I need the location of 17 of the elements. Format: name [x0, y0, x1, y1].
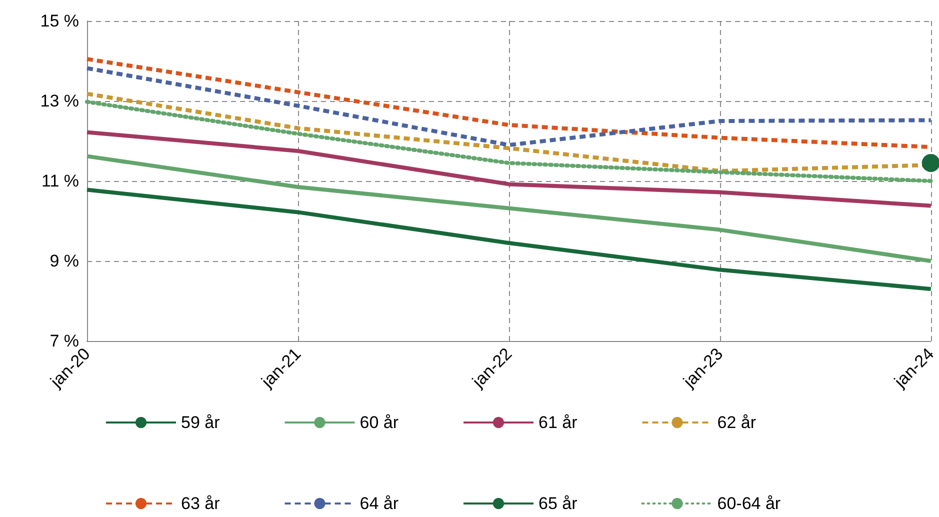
legend-label: 59 år	[181, 413, 220, 432]
line-series	[85, 130, 933, 208]
y-tick-label: 7 %	[50, 332, 79, 350]
line-series	[85, 188, 933, 291]
y-tick-label: 15 %	[40, 12, 79, 30]
line-series	[85, 154, 933, 263]
legend-label: 65 år	[538, 494, 578, 513]
legend-label: 60-64 år	[717, 494, 781, 513]
y-tick-label: 11 %	[42, 172, 79, 190]
line-series	[85, 100, 933, 183]
legend-label: 62 år	[717, 413, 756, 432]
legend-label: 63 år	[181, 494, 220, 513]
y-tick-label: 9 %	[50, 252, 79, 270]
legend-label: 60 år	[360, 413, 399, 432]
legend-label: 64 år	[360, 494, 399, 513]
y-tick-label: 13 %	[40, 92, 79, 110]
legend-label: 61 år	[538, 413, 578, 432]
